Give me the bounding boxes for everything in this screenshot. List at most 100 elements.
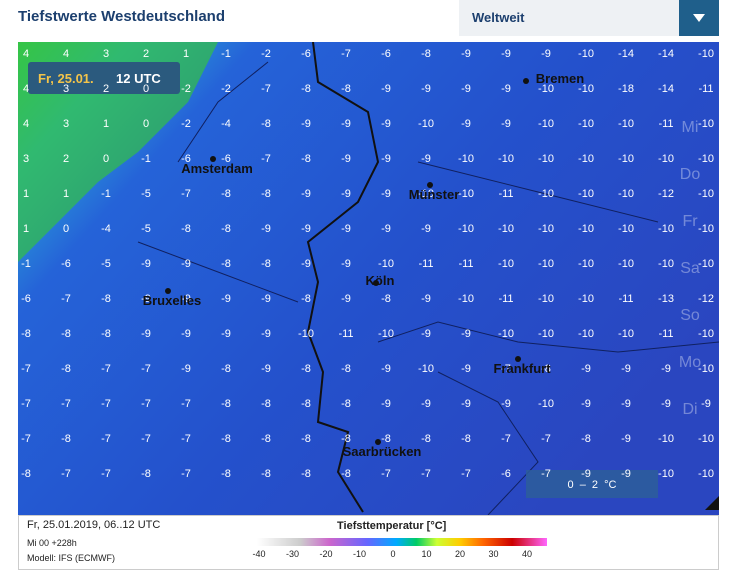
- grid-value: -8: [101, 293, 111, 305]
- grid-value: -10: [698, 328, 714, 340]
- grid-value: -9: [341, 258, 351, 270]
- grid-value: -9: [261, 363, 271, 375]
- grid-value: -2: [181, 83, 191, 95]
- grid-value: -10: [538, 293, 554, 305]
- grid-value: -9: [141, 258, 151, 270]
- grid-value: -9: [301, 258, 311, 270]
- grid-value: -10: [498, 258, 514, 270]
- grid-value: -1: [221, 48, 231, 60]
- grid-value: -10: [578, 48, 594, 60]
- grid-value: 2: [103, 83, 109, 95]
- grid-value: -10: [538, 188, 554, 200]
- scale-tick: 20: [454, 549, 465, 559]
- grid-value: -8: [61, 433, 71, 445]
- grid-value: -7: [61, 468, 71, 480]
- grid-value: -7: [181, 188, 191, 200]
- grid-value: 0: [143, 118, 149, 130]
- grid-value: -9: [341, 188, 351, 200]
- grid-value: -8: [341, 83, 351, 95]
- grid-value: -7: [101, 398, 111, 410]
- grid-value: -8: [221, 363, 231, 375]
- grid-value: -10: [698, 258, 714, 270]
- day-link[interactable]: Sa: [680, 260, 700, 277]
- grid-value: -7: [141, 433, 151, 445]
- grid-value: -7: [21, 398, 31, 410]
- grid-value: -14: [658, 83, 674, 95]
- grid-value: 4: [23, 83, 29, 95]
- grid-value: -9: [301, 188, 311, 200]
- grid-value: -8: [261, 118, 271, 130]
- scale-tick: 0: [390, 549, 396, 559]
- dropdown[interactable]: Weltweit: [459, 0, 719, 36]
- footer-date: Fr, 25.01.2019, 06..12 UTC: [27, 519, 161, 531]
- grid-value: -9: [421, 83, 431, 95]
- city-dot: [515, 356, 521, 362]
- grid-value: -10: [698, 363, 714, 375]
- grid-value: -8: [301, 398, 311, 410]
- grid-value: -10: [618, 118, 634, 130]
- grid-value: -9: [181, 293, 191, 305]
- grid-value: -2: [261, 48, 271, 60]
- day-link[interactable]: So: [680, 307, 700, 324]
- city-dot: [373, 280, 379, 286]
- grid-value: 0: [63, 223, 69, 235]
- grid-value: -8: [421, 433, 431, 445]
- scale-tick: -10: [352, 549, 366, 559]
- grid-value: -8: [101, 328, 111, 340]
- grid-value: -9: [421, 293, 431, 305]
- grid-value: -8: [381, 433, 391, 445]
- footer-model: Modell: IFS (ECMWF): [27, 553, 116, 563]
- grid-value: -7: [541, 468, 551, 480]
- region-lines: [137, 61, 719, 515]
- city-label: Amsterdam: [181, 161, 253, 176]
- dropdown-button[interactable]: [679, 0, 719, 36]
- grid-value: -10: [578, 258, 594, 270]
- grid-value: -8: [261, 258, 271, 270]
- grid-value: -13: [658, 293, 674, 305]
- grid-value: -9: [261, 223, 271, 235]
- grid-value: -7: [341, 48, 351, 60]
- grid-value: -6: [181, 153, 191, 165]
- grid-value: -8: [381, 293, 391, 305]
- grid-value: -10: [538, 398, 554, 410]
- grid-value: -10: [418, 363, 434, 375]
- grid-value: -7: [101, 363, 111, 375]
- grid-value: -9: [581, 468, 591, 480]
- grid-value: -10: [578, 223, 594, 235]
- grid-value: -9: [421, 398, 431, 410]
- grid-value: -9: [501, 118, 511, 130]
- grid-value: -10: [578, 118, 594, 130]
- grid-value: -9: [421, 223, 431, 235]
- title: Tiefstwerte Westdeutschland: [18, 8, 225, 25]
- grid-value: -8: [221, 468, 231, 480]
- grid-value: 0: [143, 83, 149, 95]
- grid-value: -9: [501, 83, 511, 95]
- day-link[interactable]: Di: [682, 401, 697, 418]
- day-link[interactable]: Do: [680, 166, 701, 183]
- grid-value: -9: [341, 223, 351, 235]
- grid-value: -10: [618, 328, 634, 340]
- grid-value: -10: [538, 328, 554, 340]
- badge-date: Fr, 25.01.: [38, 71, 94, 86]
- grid-value: -10: [378, 328, 394, 340]
- date-badge: [28, 62, 180, 94]
- scale-tick: -40: [252, 549, 266, 559]
- day-link[interactable]: Fr: [682, 213, 698, 230]
- grid-value: -8: [341, 363, 351, 375]
- grid-value: -10: [498, 153, 514, 165]
- day-link[interactable]: Mi: [682, 119, 699, 136]
- city-label: Saarbrücken: [343, 444, 422, 459]
- grid-value: 1: [183, 48, 189, 60]
- grid-value: -1: [101, 188, 111, 200]
- grid-value: 4: [63, 48, 69, 60]
- grid-value: -5: [141, 188, 151, 200]
- grid-value: -9: [301, 223, 311, 235]
- grid-value: 3: [63, 118, 69, 130]
- hover-value: 0 – 2 °C: [567, 479, 616, 491]
- day-link[interactable]: Mo: [679, 354, 701, 371]
- city-label: Bruxelles: [143, 293, 202, 308]
- grid-value: -10: [698, 188, 714, 200]
- grid-value: -8: [221, 223, 231, 235]
- grid-value: -7: [21, 433, 31, 445]
- grid-value: -9: [381, 223, 391, 235]
